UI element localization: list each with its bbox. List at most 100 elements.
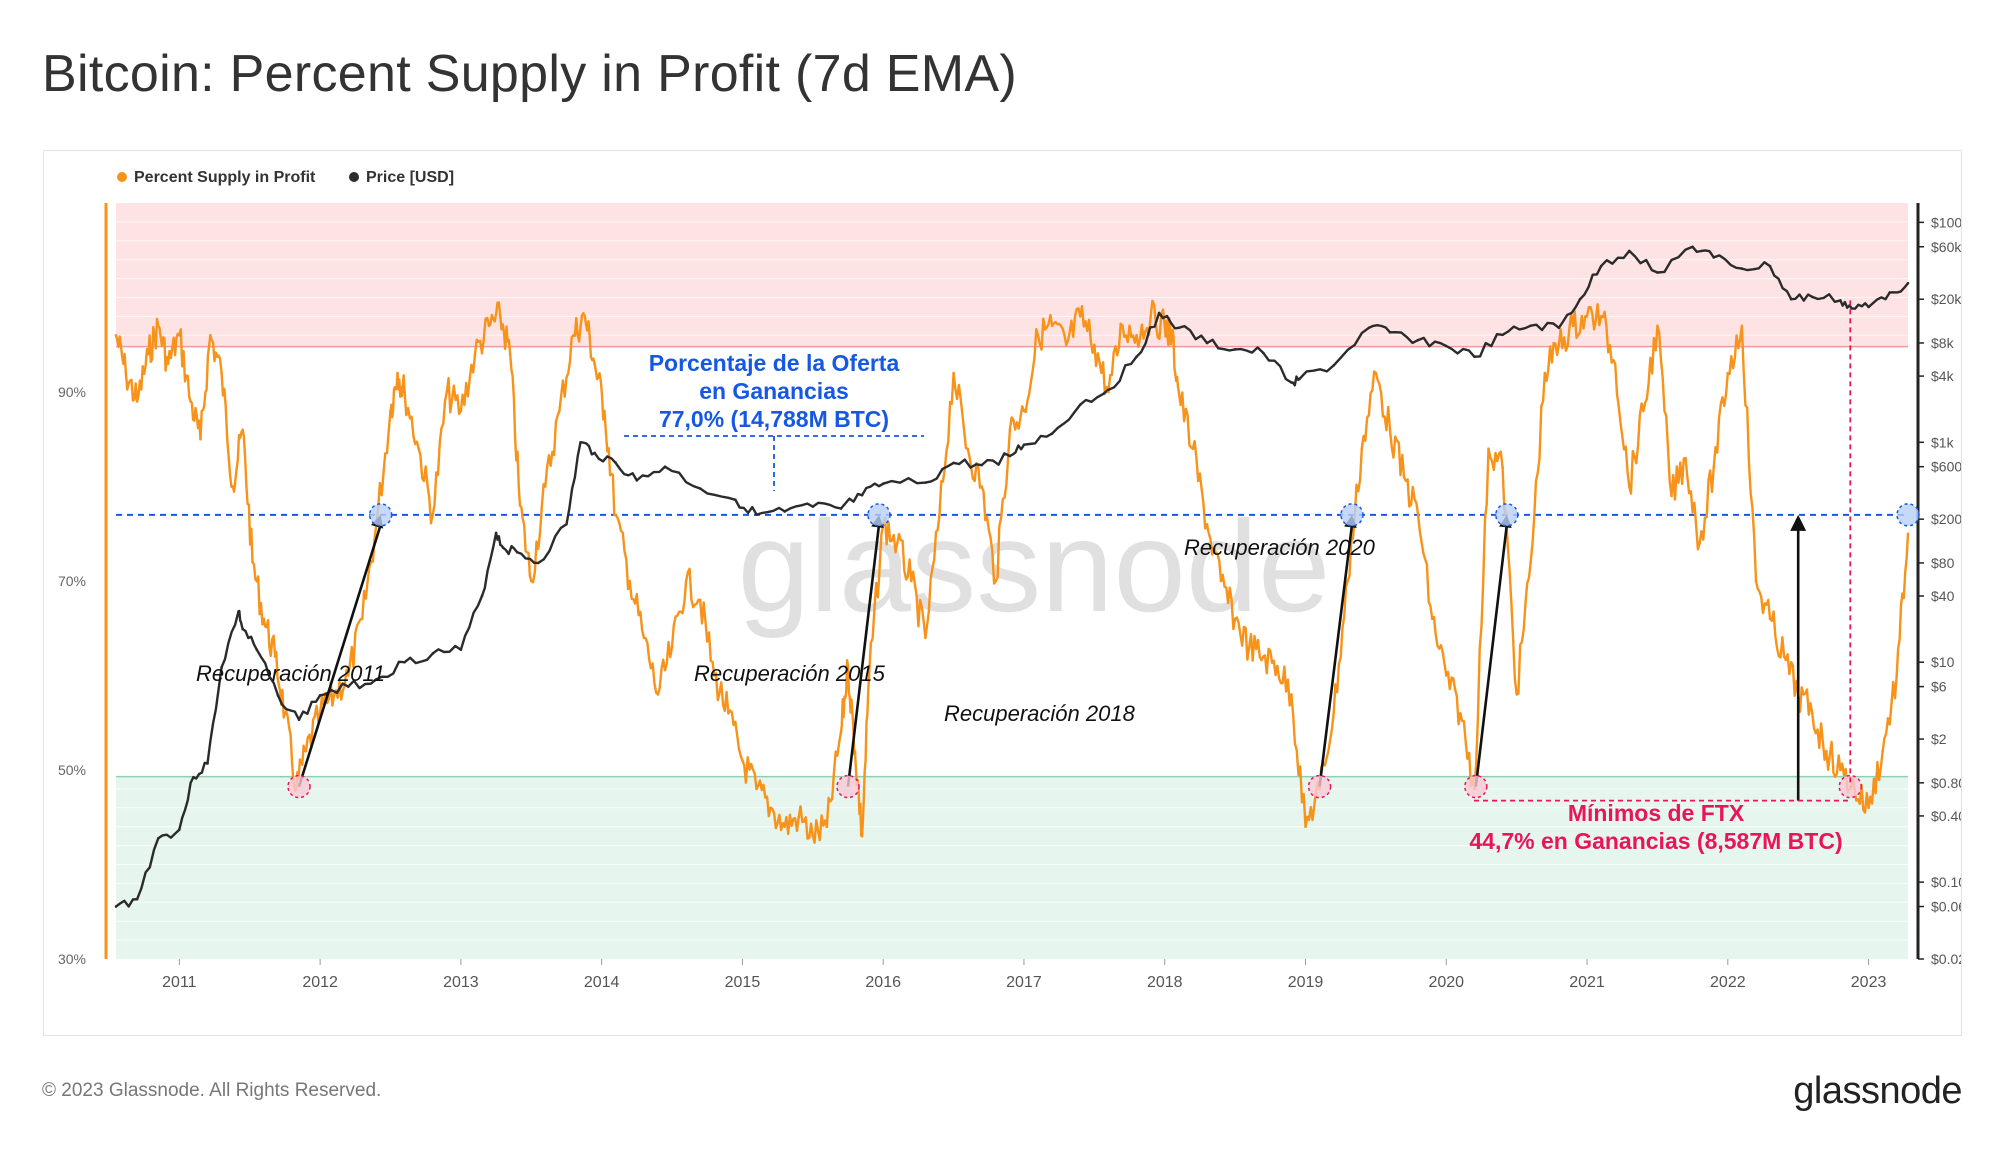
supply-point bbox=[1487, 447, 1490, 451]
right-axis-ticks: $100k $60k $20k $8k $4k $1k $600 $200 $80 $40 $10 $… bbox=[1918, 214, 1970, 967]
right-tick-label: $60k bbox=[1931, 239, 1961, 255]
price-point bbox=[980, 463, 984, 467]
x-tick-label: 2015 bbox=[725, 974, 761, 991]
price-point bbox=[593, 451, 596, 455]
x-tick-label: 2018 bbox=[1147, 974, 1183, 991]
supply-point bbox=[867, 674, 871, 677]
supply-point bbox=[417, 447, 420, 451]
low-marker bbox=[1464, 774, 1488, 799]
x-tick-label: 2014 bbox=[584, 974, 620, 991]
recovery-label: Recuperación 2011 bbox=[196, 661, 385, 686]
price-point bbox=[1867, 305, 1870, 309]
supply-point bbox=[1881, 749, 1884, 753]
price-point bbox=[1599, 264, 1603, 268]
supply-point bbox=[1599, 315, 1603, 318]
x-tick-label: 2023 bbox=[1851, 974, 1887, 991]
price-point bbox=[1157, 311, 1161, 315]
supply-point bbox=[124, 371, 128, 375]
price-point bbox=[403, 660, 406, 664]
supply-point bbox=[860, 834, 864, 838]
supply-point bbox=[304, 749, 308, 753]
price-point bbox=[1022, 443, 1026, 447]
supply-point bbox=[1036, 334, 1040, 337]
supply-point bbox=[1135, 334, 1138, 337]
supply-point bbox=[712, 674, 716, 677]
supply-point bbox=[1557, 343, 1561, 347]
supply-point bbox=[262, 617, 266, 621]
x-tick-label: 2011 bbox=[162, 974, 197, 991]
supply-point bbox=[1543, 371, 1547, 375]
supply-point bbox=[1698, 541, 1701, 545]
price-point bbox=[579, 440, 582, 444]
supply-point bbox=[628, 579, 632, 583]
supply-point bbox=[755, 787, 758, 791]
horizontal-grid bbox=[116, 221, 1908, 941]
price-point bbox=[1135, 355, 1138, 359]
price-point bbox=[839, 507, 843, 510]
supply-point bbox=[1571, 324, 1575, 328]
supply-point bbox=[593, 362, 596, 365]
price-point bbox=[1205, 341, 1209, 345]
supply-point bbox=[1726, 371, 1730, 375]
price-point bbox=[1740, 267, 1744, 270]
supply-point bbox=[1332, 712, 1335, 715]
supply-point bbox=[656, 693, 660, 696]
supply-point bbox=[156, 324, 160, 328]
supply-point bbox=[614, 513, 618, 517]
price-point bbox=[537, 561, 540, 565]
right-tick-label: $80 bbox=[1931, 555, 1955, 571]
recovery-arrow bbox=[1318, 524, 1354, 787]
supply-point bbox=[558, 409, 561, 413]
price-point bbox=[1906, 281, 1910, 285]
supply-point bbox=[1754, 579, 1758, 583]
price-point bbox=[1789, 297, 1793, 301]
supply-point bbox=[1613, 362, 1617, 365]
supply-point bbox=[1276, 664, 1279, 668]
price-point bbox=[1332, 364, 1335, 367]
right-tick-label: $40 bbox=[1931, 588, 1955, 604]
blue-label-line-3: 77,0% (14,788M BTC) bbox=[659, 406, 889, 432]
left-tick-label: 90% bbox=[58, 384, 86, 400]
price-point bbox=[1388, 331, 1392, 334]
chart[interactable]: Percent Supply in Profit Price [USD] 90%… bbox=[44, 151, 1970, 1035]
right-tick-label: $0.80 bbox=[1931, 775, 1961, 791]
supply-point bbox=[980, 485, 984, 488]
supply-point bbox=[459, 409, 463, 413]
supply-point bbox=[445, 390, 449, 394]
recovery-marker bbox=[368, 503, 393, 527]
price-point bbox=[346, 685, 350, 688]
supply-point bbox=[1515, 693, 1518, 696]
right-tick-label: $20k bbox=[1931, 291, 1961, 307]
zone-low-profit bbox=[116, 776, 1908, 959]
recovery-annotations: Recuperación 2011 Recuperación 2015 Recupe… bbox=[196, 514, 1512, 788]
recovery-marker bbox=[1340, 503, 1364, 527]
right-tick-label: $10 bbox=[1931, 654, 1955, 670]
left-axis-ticks: 90% 70% 50% 30% bbox=[58, 384, 86, 967]
supply-point bbox=[1149, 315, 1152, 318]
supply-point bbox=[529, 579, 533, 583]
price-points bbox=[114, 245, 1910, 908]
recovery-label: Recuperación 2015 bbox=[694, 661, 886, 686]
price-point bbox=[755, 513, 758, 516]
supply-point bbox=[178, 334, 181, 337]
supply-point bbox=[431, 513, 435, 517]
supply-point bbox=[741, 759, 744, 762]
x-tick-label: 2013 bbox=[443, 974, 479, 991]
supply-point bbox=[361, 617, 364, 621]
price-point bbox=[501, 546, 505, 549]
supply-point bbox=[966, 447, 969, 451]
supply-point bbox=[670, 645, 674, 649]
price-point bbox=[375, 677, 378, 681]
price-point bbox=[635, 479, 639, 482]
supply-point bbox=[572, 334, 575, 337]
price-point bbox=[318, 694, 322, 697]
supply-point bbox=[1121, 324, 1124, 328]
right-tick-label: $8k bbox=[1931, 335, 1955, 351]
x-tick-label: 2012 bbox=[302, 974, 338, 991]
supply-point bbox=[1170, 334, 1174, 337]
blue-label-line-2: en Ganancias bbox=[699, 378, 849, 404]
price-point bbox=[480, 594, 484, 598]
supply-point bbox=[1247, 645, 1251, 649]
price-point bbox=[220, 665, 223, 669]
legend-label-supply: Percent Supply in Profit bbox=[134, 169, 316, 186]
